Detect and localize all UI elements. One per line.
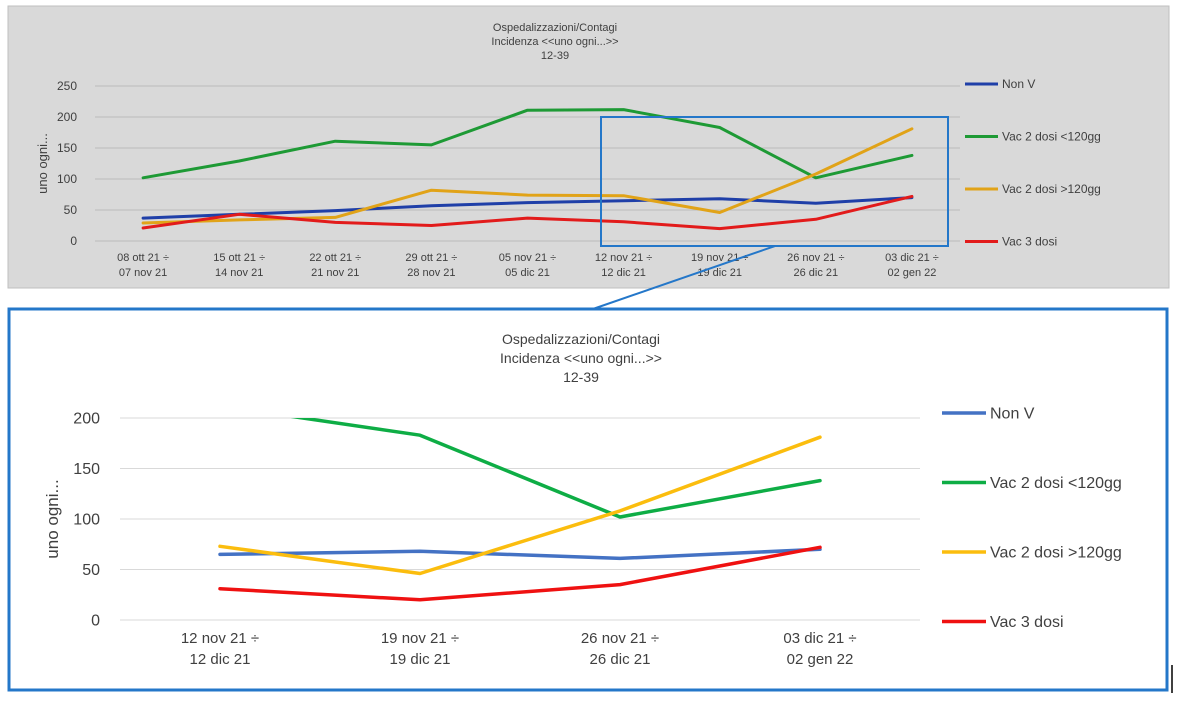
series-line-non-v [218,547,822,561]
zoom-connector-line [589,245,776,311]
series-lines [218,418,822,602]
legend-label: Vac 2 dosi <120gg [990,475,1122,492]
series-line-vac-2-dosi-120gg [218,435,822,576]
x-tick-label: 29 ott 21 ÷ [405,252,457,264]
x-tick-label: 12 nov 21 ÷ [181,630,259,647]
x-tick-label: 28 nov 21 [407,267,455,279]
series-line-vac-3-dosi [141,194,914,231]
x-tick-label: 19 nov 21 ÷ [381,630,459,647]
chart-title-line: Incidenza <<uno ogni...>> [491,36,618,48]
overview-chart-background [7,5,1170,289]
x-tick-label: 05 dic 21 [505,267,550,279]
y-tick-label: 200 [73,411,100,428]
y-tick-label: 250 [57,79,77,93]
x-tick-label: 15 ott 21 ÷ [213,252,265,264]
overview-chart: Ospedalizzazioni/Contagi Incidenza <<uno … [7,5,1170,289]
x-tick-label: 19 dic 21 [390,651,451,668]
legend-label: Vac 3 dosi [1002,235,1057,249]
y-tick-label: 50 [82,562,100,579]
series-line-vac-3-dosi [218,545,822,602]
series-lines [141,108,914,231]
x-tick-label: 26 nov 21 ÷ [581,630,659,647]
y-tick-label: 0 [70,234,77,248]
chart-title-line: 12-39 [541,50,569,62]
zoomed-chart-frame [7,307,1169,692]
series-line-vac-2-dosi-120gg [290,418,822,519]
x-tick-label: 19 dic 21 [697,267,742,279]
x-tick-label: 05 nov 21 ÷ [499,252,556,264]
y-axis-label: uno ogni... [35,133,50,194]
legend-label: Vac 2 dosi <120gg [1002,130,1101,144]
x-tick-label: 14 nov 21 [215,267,263,279]
y-tick-label: 100 [57,172,77,186]
y-tick-label: 200 [57,110,77,124]
y-tick-label: 50 [64,203,78,217]
chart-title-line: 12-39 [563,369,599,385]
x-tick-label: 26 nov 21 ÷ [787,252,844,264]
y-axis-label: uno ogni... [43,479,62,558]
x-tick-label: 26 dic 21 [794,267,839,279]
legend-label: Vac 3 dosi [990,614,1064,631]
x-tick-label: 26 dic 21 [590,651,651,668]
x-tick-label: 12 dic 21 [601,267,646,279]
series-line-non-v [141,196,914,220]
x-tick-label: 02 gen 22 [787,651,854,668]
y-tick-label: 150 [73,461,100,478]
x-tick-label: 22 ott 21 ÷ [309,252,361,264]
zoomed-chart: Ospedalizzazioni/Contagi Incidenza <<uno … [7,307,1169,692]
x-tick-label: 12 nov 21 ÷ [595,252,652,264]
legend-label: Non V [990,406,1035,423]
series-line-vac-2-dosi-120gg [141,108,914,180]
series-line-vac-2-dosi-120gg [141,127,914,225]
y-tick-label: 150 [57,141,77,155]
x-tick-label: 21 nov 21 [311,267,359,279]
x-tick-label: 03 dic 21 ÷ [783,630,856,647]
x-tick-label: 03 dic 21 ÷ [885,252,939,264]
legend-label: Vac 2 dosi >120gg [1002,182,1101,196]
chart-title-line: Incidenza <<uno ogni...>> [500,350,662,366]
chart-title-line: Ospedalizzazioni/Contagi [502,331,660,347]
x-tick-label: 07 nov 21 [119,267,167,279]
x-tick-label: 08 ott 21 ÷ [117,252,169,264]
x-tick-label: 02 gen 22 [887,267,936,279]
chart-title-line: Ospedalizzazioni/Contagi [493,22,617,34]
y-tick-label: 100 [73,512,100,529]
y-tick-label: 0 [91,613,100,630]
legend-label: Vac 2 dosi >120gg [990,545,1122,562]
x-tick-label: 12 dic 21 [190,651,251,668]
legend-label: Non V [1002,77,1035,91]
